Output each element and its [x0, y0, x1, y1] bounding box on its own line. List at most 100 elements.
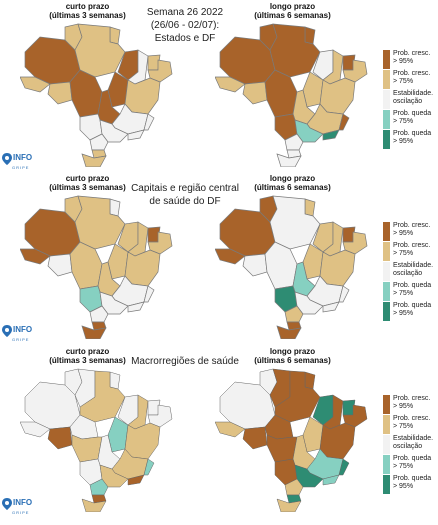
- region-rj: [127, 474, 145, 486]
- region-es: [143, 458, 155, 476]
- legend-label: Prob. cresc. > 95%: [393, 395, 431, 410]
- region-es: [143, 285, 155, 303]
- region-ro: [242, 426, 268, 450]
- region-ac: [215, 76, 246, 93]
- legend-swatch: [383, 475, 390, 494]
- legend-label: Prob. queda > 75%: [393, 455, 432, 470]
- region-to: [302, 243, 324, 280]
- legend-swatch: [383, 110, 390, 129]
- region-ba: [124, 422, 161, 460]
- region-mt: [264, 69, 298, 118]
- legend-swatch: [383, 302, 390, 321]
- legend-item: Estabilidade. oscilação: [383, 435, 438, 454]
- logo-sub: GRIPE: [12, 510, 30, 515]
- legend-swatch: [383, 395, 390, 414]
- region-rs: [81, 498, 107, 512]
- legend-swatch: [383, 262, 390, 281]
- panel-capitais: curto prazo (últimas 3 semanas) Capitais…: [0, 172, 438, 342]
- legend-label: Prob. cresc. > 75%: [393, 70, 431, 85]
- region-ac: [215, 421, 246, 438]
- legend-label: Prob. cresc. > 95%: [393, 222, 431, 237]
- legend-swatch: [383, 455, 390, 474]
- region-ac: [20, 421, 51, 438]
- region-rj: [322, 474, 340, 486]
- region-pr: [284, 478, 304, 496]
- region-ap: [109, 371, 121, 390]
- logo-main: INFO: [13, 153, 33, 162]
- map-long-term-capitais: [215, 194, 385, 339]
- legend-swatch: [383, 90, 390, 109]
- legend-swatch: [383, 130, 390, 149]
- region-sp: [99, 291, 129, 315]
- region-ap: [304, 198, 316, 217]
- map-short-term-macrorregioes: [20, 367, 190, 512]
- legend-label: Prob. queda > 75%: [393, 282, 432, 297]
- region-sp: [294, 119, 324, 143]
- region-ac: [20, 76, 51, 93]
- region-ba: [319, 422, 356, 460]
- region-ap: [304, 26, 316, 45]
- panel-title: Capitais e região central de saúde do DF: [131, 183, 239, 207]
- region-pr: [89, 478, 109, 496]
- legend-label: Prob. queda > 95%: [393, 130, 432, 145]
- legend-label: Prob. cresc. > 95%: [393, 50, 431, 65]
- region-to: [107, 71, 129, 108]
- region-ac: [20, 248, 51, 265]
- legend-item: Prob. queda > 75%: [383, 110, 438, 129]
- legend-swatch: [383, 222, 390, 241]
- region-mt: [69, 241, 103, 290]
- map-short-term-estados: [20, 22, 190, 167]
- legend-item: Prob. cresc. > 95%: [383, 50, 438, 69]
- short-term-header: curto prazo (últimas 3 semanas): [49, 174, 126, 192]
- legend: Prob. cresc. > 95% Prob. cresc. > 75% Es…: [383, 222, 438, 322]
- legend-swatch: [383, 415, 390, 434]
- region-ro: [47, 81, 73, 105]
- legend-label: Prob. queda > 75%: [393, 110, 432, 125]
- infogripe-logo: INFO GRIPE: [2, 319, 32, 342]
- region-rs: [81, 153, 107, 167]
- region-rs: [276, 498, 302, 512]
- legend-item: Prob. cresc. > 75%: [383, 415, 438, 434]
- region-pr: [284, 133, 304, 151]
- region-to: [302, 416, 324, 453]
- panel-estados: curto prazo (últimas 3 semanas) Semana 2…: [0, 0, 438, 170]
- legend-label: Prob. cresc. > 75%: [393, 242, 431, 257]
- region-sp: [99, 464, 129, 488]
- legend-item: Prob. cresc. > 75%: [383, 242, 438, 261]
- legend-item: Prob. cresc. > 75%: [383, 70, 438, 89]
- region-mt: [69, 69, 103, 118]
- long-term-header: longo prazo (últimas 6 semanas): [254, 2, 331, 20]
- legend-item: Prob. queda > 75%: [383, 282, 438, 301]
- region-rs: [81, 325, 107, 339]
- region-ac: [215, 248, 246, 265]
- region-es: [338, 458, 350, 476]
- legend-swatch: [383, 242, 390, 261]
- region-es: [338, 113, 350, 131]
- legend-item: Prob. cresc. > 95%: [383, 395, 438, 414]
- region-to: [107, 243, 129, 280]
- legend-label: Prob. cresc. > 75%: [393, 415, 431, 430]
- legend-item: Prob. cresc. > 95%: [383, 222, 438, 241]
- region-pr: [284, 305, 304, 323]
- legend-item: Prob. queda > 95%: [383, 130, 438, 149]
- short-term-header: curto prazo (últimas 3 semanas): [49, 347, 126, 365]
- legend-swatch: [383, 435, 390, 454]
- legend-label: Estabilidade. oscilação: [393, 435, 434, 450]
- region-ro: [47, 426, 73, 450]
- legend-label: Prob. queda > 95%: [393, 475, 432, 490]
- region-rj: [127, 129, 145, 141]
- region-ap: [109, 26, 121, 45]
- legend-label: Estabilidade. oscilação: [393, 90, 434, 105]
- region-rj: [127, 301, 145, 313]
- region-to: [302, 71, 324, 108]
- region-pr: [89, 305, 109, 323]
- legend-swatch: [383, 70, 390, 89]
- legend-item: Prob. queda > 95%: [383, 302, 438, 321]
- region-rs: [276, 325, 302, 339]
- region-ro: [47, 253, 73, 277]
- legend: Prob. cresc. > 95% Prob. cresc. > 75% Es…: [383, 50, 438, 150]
- panel-title: Semana 26 2022 (26/06 - 02/07): Estados …: [146, 7, 224, 44]
- region-rs: [276, 153, 302, 167]
- legend: Prob. cresc. > 95% Prob. cresc. > 75% Es…: [383, 395, 438, 495]
- region-mt: [264, 241, 298, 290]
